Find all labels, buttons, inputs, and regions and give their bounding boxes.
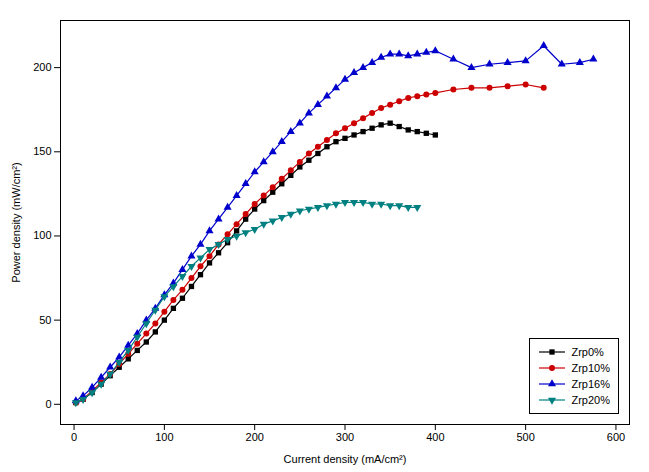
- svg-text:Current density (mA/cm²): Current density (mA/cm²): [284, 453, 407, 465]
- html-text:Zrp16%: Zrp16%: [571, 378, 610, 390]
- svg-text:0: 0: [71, 431, 77, 443]
- svg-text:500: 500: [516, 431, 534, 443]
- svg-text:200: 200: [246, 431, 264, 443]
- html-text:Zrp10%: Zrp10%: [571, 362, 610, 374]
- html-text:Zrp0%: Zrp0%: [571, 346, 604, 358]
- svg-text:300: 300: [336, 431, 354, 443]
- svg-text:0: 0: [45, 398, 51, 410]
- svg-text:150: 150: [33, 145, 51, 157]
- svg-text:400: 400: [426, 431, 444, 443]
- svg-text:50: 50: [39, 314, 51, 326]
- svg-text:100: 100: [155, 431, 173, 443]
- html-text:Zrp20%: Zrp20%: [571, 394, 610, 406]
- svg-text:Power density (mW/cm²): Power density (mW/cm²): [10, 162, 22, 282]
- svg-text:600: 600: [607, 431, 625, 443]
- svg-text:100: 100: [33, 229, 51, 241]
- svg-text:200: 200: [33, 61, 51, 73]
